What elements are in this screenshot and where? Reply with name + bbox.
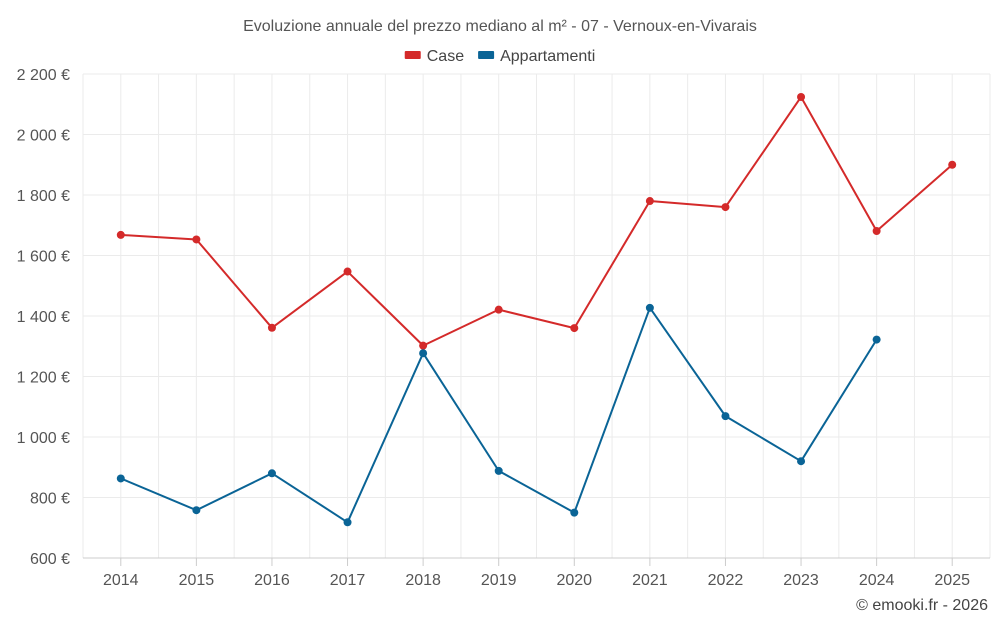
y-tick-label: 1 200 € xyxy=(17,370,70,387)
x-tick-label: 2018 xyxy=(405,572,441,589)
y-tick-label: 600 € xyxy=(30,551,70,568)
data-point-appartamenti[interactable] xyxy=(872,335,881,344)
x-tick-label: 2014 xyxy=(103,572,139,589)
data-point-case[interactable] xyxy=(797,92,806,101)
data-point-appartamenti[interactable] xyxy=(797,457,806,466)
x-tick-label: 2021 xyxy=(632,572,668,589)
y-tick-label: 1 400 € xyxy=(17,309,70,326)
data-point-appartamenti[interactable] xyxy=(343,518,352,527)
x-tick-label: 2022 xyxy=(708,572,744,589)
data-point-case[interactable] xyxy=(494,305,503,314)
data-point-case[interactable] xyxy=(116,230,125,239)
data-point-appartamenti[interactable] xyxy=(267,469,276,478)
y-tick-label: 1 600 € xyxy=(17,249,70,266)
data-point-appartamenti[interactable] xyxy=(570,508,579,517)
x-tick-label: 2016 xyxy=(254,572,290,589)
grid xyxy=(82,73,991,559)
legend: Case Appartamenti xyxy=(404,48,595,65)
data-point-case[interactable] xyxy=(948,160,957,169)
series-appartamenti xyxy=(116,303,881,527)
legend-label: Appartamenti xyxy=(500,48,595,65)
data-point-case[interactable] xyxy=(267,323,276,332)
data-point-appartamenti[interactable] xyxy=(494,466,503,475)
x-tick-label: 2019 xyxy=(481,572,517,589)
y-tick-label: 1 800 € xyxy=(17,188,70,205)
y-axis: 600 € 800 € 1 000 € 1 200 € 1 400 € 1 600 € 1 … xyxy=(17,67,70,568)
data-point-case[interactable] xyxy=(645,197,654,206)
legend-swatch xyxy=(478,51,495,59)
data-point-case[interactable] xyxy=(192,235,201,244)
series-case xyxy=(116,92,957,350)
y-tick-label: 800 € xyxy=(30,491,70,508)
data-point-case[interactable] xyxy=(570,324,579,333)
x-axis: 2014 2015 2016 2017 2018 2019 2020 2021 2022 2023… xyxy=(83,557,990,589)
data-point-appartamenti[interactable] xyxy=(721,412,730,421)
series-layer xyxy=(116,92,957,527)
legend-swatch xyxy=(404,51,421,59)
legend-item[interactable]: Appartamenti xyxy=(478,48,595,65)
x-tick-label: 2024 xyxy=(859,572,895,589)
copyright-credit: © emooki.fr - 2026 xyxy=(856,597,988,614)
data-point-appartamenti[interactable] xyxy=(419,349,428,358)
x-tick-label: 2015 xyxy=(179,572,215,589)
chart-title: Evoluzione annuale del prezzo mediano al… xyxy=(243,18,757,35)
data-point-case[interactable] xyxy=(721,203,730,212)
y-tick-label: 2 000 € xyxy=(17,128,70,145)
data-point-case[interactable] xyxy=(419,341,428,350)
y-tick-label: 2 200 € xyxy=(17,67,70,84)
x-tick-label: 2025 xyxy=(934,572,970,589)
data-point-appartamenti[interactable] xyxy=(645,303,654,312)
data-point-case[interactable] xyxy=(343,267,352,276)
x-tick-label: 2023 xyxy=(783,572,819,589)
y-tick-label: 1 000 € xyxy=(17,430,70,447)
series-line-case xyxy=(120,95,953,347)
data-point-appartamenti[interactable] xyxy=(192,506,201,515)
legend-item[interactable]: Case xyxy=(404,48,464,65)
x-tick-label: 2017 xyxy=(330,572,366,589)
data-point-case[interactable] xyxy=(872,226,881,235)
legend-label: Case xyxy=(427,48,464,65)
x-tick-label: 2020 xyxy=(556,572,592,589)
data-point-appartamenti[interactable] xyxy=(116,474,125,483)
